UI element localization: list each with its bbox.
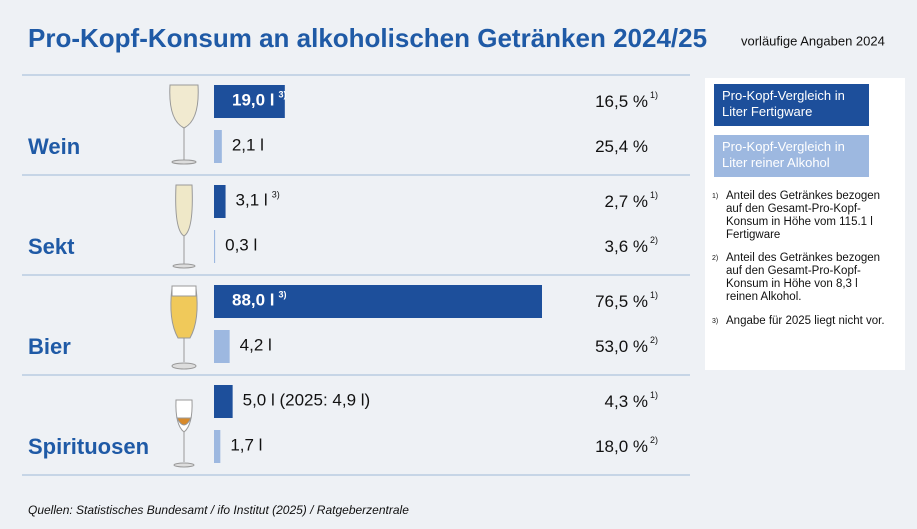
bar: [214, 430, 220, 463]
footnote: 1)Anteil des Getränkes bezogen auf den G…: [712, 190, 892, 242]
footnote: 2)Anteil des Getränkes bezogen auf den G…: [712, 252, 892, 304]
category-label: Sekt: [28, 234, 75, 259]
value-label: 2,1 l: [232, 136, 264, 155]
footnote-text: Anteil des Getränkes bezogen auf den Ges…: [726, 252, 892, 304]
legend-entry: Pro-Kopf-Vergleich in Liter reiner Alkoh…: [714, 135, 869, 177]
share-note: 1): [650, 290, 658, 300]
value-text: 0,3 l: [225, 236, 257, 255]
value-text: 88,0 l: [232, 291, 275, 310]
value-text: 2,1 l: [232, 136, 264, 155]
footnote: 3)Angabe für 2025 liegt nicht vor.: [712, 315, 892, 328]
value-text: 19,0 l: [232, 91, 275, 110]
bar: [214, 330, 230, 363]
bar: [214, 185, 226, 218]
value-note: 3): [279, 290, 287, 300]
share-note: 2): [650, 235, 658, 245]
value-label: 1,7 l: [230, 436, 262, 455]
category-label: Bier: [28, 334, 71, 359]
share-note: 1): [650, 390, 658, 400]
footnote-mark: 2): [712, 252, 726, 304]
share-label: 25,4 %: [595, 137, 648, 156]
share-label: 53,0 %: [595, 337, 648, 356]
footnote-mark: 1): [712, 190, 726, 242]
share-note: 1): [650, 90, 658, 100]
share-note: 2): [650, 335, 658, 345]
chart-subtitle: vorläufige Angaben 2024: [741, 33, 885, 48]
value-label: 4,2 l: [240, 336, 272, 355]
footnote-text: Anteil des Getränkes bezogen auf den Ges…: [726, 190, 892, 242]
glasses: [170, 85, 198, 467]
value-text: 4,2 l: [240, 336, 272, 355]
footnote-mark: 3): [712, 315, 726, 328]
value-label: 0,3 l: [225, 236, 257, 255]
bar: [214, 230, 215, 263]
value-label: 3,1 l 3): [236, 190, 280, 210]
value-note: 3): [272, 190, 280, 200]
share-label: 18,0 %: [595, 437, 648, 456]
share-label: 4,3 %: [605, 392, 648, 411]
category-label: Spirituosen: [28, 434, 149, 459]
share-label: 3,6 %: [605, 237, 648, 256]
chart-title: Pro-Kopf-Konsum an alkoholischen Getränk…: [28, 23, 707, 53]
footnote-text: Angabe für 2025 liegt nicht vor.: [726, 315, 885, 328]
value-label: 5,0 l (2025: 4,9 l): [243, 391, 371, 410]
bar: [214, 130, 222, 163]
source: Quellen: Statistisches Bundesamt / ifo I…: [28, 503, 409, 517]
value-text: 3,1 l: [236, 191, 268, 210]
value-text: 5,0 l (2025: 4,9 l): [243, 391, 371, 410]
share-note: 2): [650, 435, 658, 445]
category-label: Wein: [28, 134, 80, 159]
infographic: Pro-Kopf-Konsum an alkoholischen Getränk…: [0, 0, 917, 529]
value-text: 1,7 l: [230, 436, 262, 455]
bar: [214, 385, 233, 418]
share-note: 1): [650, 190, 658, 200]
value-note: 3): [279, 90, 287, 100]
share-label: 76,5 %: [595, 292, 648, 311]
share-label: 16,5 %: [595, 92, 648, 111]
share-label: 2,7 %: [605, 192, 648, 211]
legend-entry: Pro-Kopf-Vergleich in Liter Fertigware: [714, 84, 869, 126]
